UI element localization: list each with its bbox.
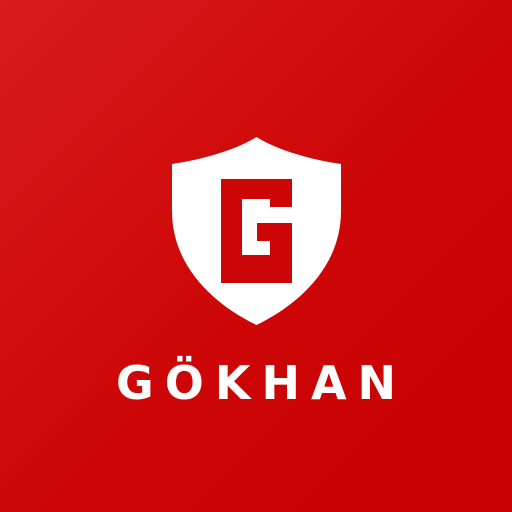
g-monogram-icon <box>221 179 292 283</box>
shield-shape <box>172 137 341 325</box>
brand-name: GÖKHAN <box>115 356 408 410</box>
shield-icon <box>172 137 341 325</box>
